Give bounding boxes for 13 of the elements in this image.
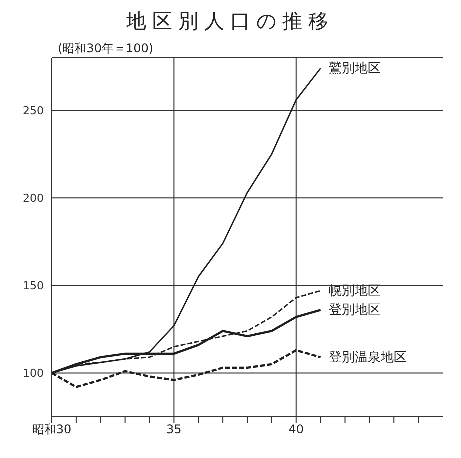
chart-title: 地区別人口の推移 [126,8,336,35]
series-label: 鷲別地区 [328,60,381,77]
series-label: 登別地区 [328,303,381,318]
text: (昭和30年＝100) [58,42,154,56]
y-tick-label: 150 [23,280,44,293]
series-label: 幌別地区 [328,284,381,299]
y-tick-label: 100 [23,367,44,380]
x-tick-label: 昭和30 [32,422,72,437]
series-label: 登別温泉地区 [328,350,407,366]
y-tick-label: 250 [23,104,44,118]
y-tick-label: 200 [23,192,44,206]
x-tick-label: 40 [288,422,304,437]
x-tick-label: 35 [166,422,182,437]
